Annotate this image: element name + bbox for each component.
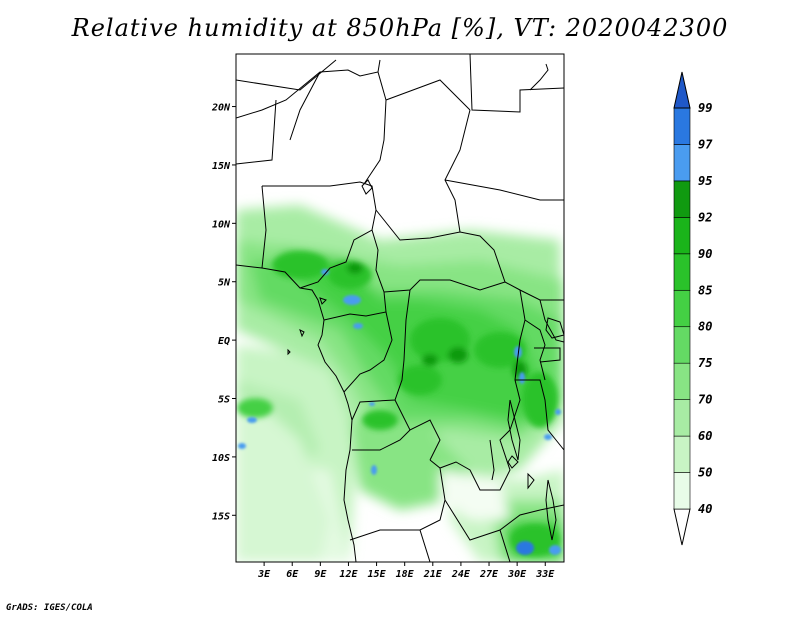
colorbar-segment bbox=[673, 472, 691, 510]
colorbar-min-arrow bbox=[673, 508, 691, 546]
colorbar-segment bbox=[673, 144, 691, 182]
colorbar-label: 75 bbox=[698, 356, 712, 370]
lat-tick-label: 5N bbox=[218, 278, 231, 289]
lat-tick-label: EQ bbox=[218, 336, 230, 347]
colorbar-label: 40 bbox=[698, 502, 712, 516]
lon-tick-label: 9E bbox=[314, 569, 327, 580]
map-title: Relative humidity at 850hPa [%], VT: 202… bbox=[71, 14, 729, 42]
colorbar-segment bbox=[673, 399, 691, 437]
colorbar-label: 85 bbox=[698, 283, 712, 297]
lon-tick-label: 12E bbox=[339, 569, 358, 580]
colorbar-label: 70 bbox=[698, 393, 712, 407]
colorbar-segment bbox=[673, 326, 691, 364]
colorbar-segment bbox=[673, 253, 691, 291]
colorbar-label: 97 bbox=[698, 137, 713, 151]
lon-tick-label: 6E bbox=[286, 569, 299, 580]
colorbar-segment bbox=[673, 289, 691, 328]
grads-credit: GrADS: IGES/COLA bbox=[6, 603, 93, 613]
colorbar-segment bbox=[673, 107, 691, 145]
colorbar-label: 60 bbox=[698, 429, 712, 443]
lat-tick-label: 15N bbox=[212, 161, 231, 172]
lat-tick-label: 20N bbox=[211, 103, 231, 114]
map-frame bbox=[235, 53, 565, 563]
lon-tick-label: 33E bbox=[535, 569, 555, 580]
lon-tick-label: 18E bbox=[396, 569, 415, 580]
latitude-axis: 20N 15N 10N 5N EQ 5S 10S 15S bbox=[211, 103, 236, 522]
colorbar-label: 80 bbox=[698, 320, 712, 334]
colorbar-label: 99 bbox=[698, 101, 712, 115]
lat-tick-label: 15S bbox=[212, 511, 230, 522]
lon-tick-label: 30E bbox=[507, 569, 527, 580]
colorbar: 40 50 60 70 75 80 85 90 92 95 97 99 bbox=[673, 71, 713, 546]
lon-tick-label: 27E bbox=[479, 569, 499, 580]
colorbar-segment bbox=[673, 435, 691, 473]
lat-tick-label: 5S bbox=[218, 395, 230, 406]
lat-tick-label: 10N bbox=[212, 219, 231, 230]
lon-tick-label: 21E bbox=[423, 569, 443, 580]
country-borders bbox=[236, 54, 564, 562]
lon-tick-label: 15E bbox=[368, 569, 387, 580]
colorbar-max-arrow bbox=[673, 71, 691, 109]
colorbar-segment bbox=[673, 362, 691, 400]
lon-tick-label: 24E bbox=[451, 569, 471, 580]
colorbar-label: 95 bbox=[698, 174, 712, 188]
colorbar-label: 90 bbox=[698, 247, 712, 261]
lat-tick-label: 10S bbox=[212, 453, 230, 464]
colorbar-segment bbox=[673, 217, 691, 255]
humidity-field bbox=[236, 54, 564, 562]
colorbar-label: 92 bbox=[698, 210, 712, 224]
longitude-axis: 3E 6E 9E 12E 15E 18E 21E 24E 27E 30E 33E bbox=[257, 562, 555, 580]
colorbar-label: 50 bbox=[698, 466, 712, 480]
colorbar-segment bbox=[673, 180, 691, 218]
lon-tick-label: 3E bbox=[257, 569, 271, 580]
